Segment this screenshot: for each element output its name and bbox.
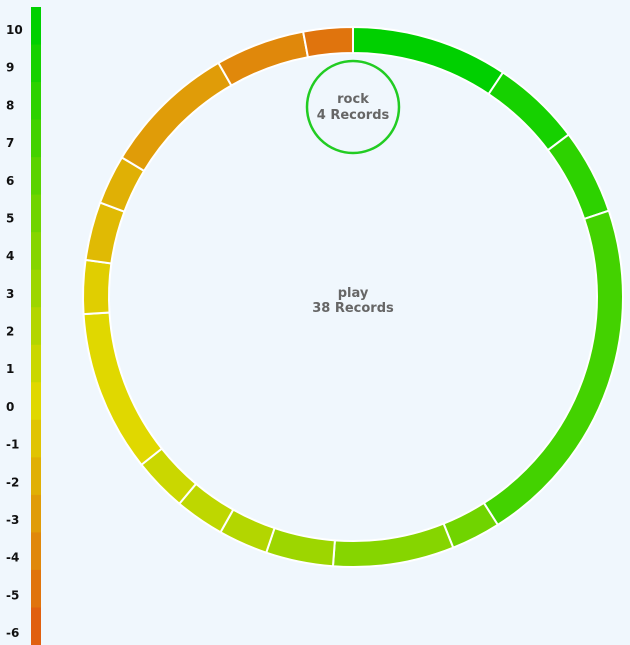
center-name: play bbox=[338, 286, 369, 301]
ring-segment[interactable] bbox=[84, 201, 126, 265]
ring-segment[interactable] bbox=[82, 311, 164, 467]
ring-segment[interactable] bbox=[546, 133, 611, 221]
ring-segment[interactable] bbox=[120, 61, 233, 173]
legend-swatch bbox=[31, 232, 41, 271]
legend-swatch bbox=[31, 494, 41, 534]
legend-tick-label: -2 bbox=[6, 475, 19, 489]
ring-segment[interactable] bbox=[301, 25, 354, 59]
legend-swatch bbox=[31, 607, 41, 645]
ring-segment[interactable] bbox=[487, 71, 571, 152]
ring-segment[interactable] bbox=[352, 25, 505, 96]
legend-tick-label: 3 bbox=[6, 287, 14, 301]
legend-tick-label: 5 bbox=[6, 211, 14, 225]
ring-segment[interactable] bbox=[482, 209, 624, 527]
legend-swatch bbox=[31, 44, 41, 83]
legend-tick-label: -1 bbox=[6, 438, 19, 452]
legend-tick-label: -4 bbox=[6, 551, 19, 565]
legend-swatch bbox=[31, 344, 41, 383]
donut-ring[interactable] bbox=[82, 25, 624, 568]
legend-tick-label: 2 bbox=[6, 325, 14, 339]
legend-tick-label: 7 bbox=[6, 136, 14, 150]
legend-swatch bbox=[31, 532, 41, 571]
legend-tick-label: 10 bbox=[6, 23, 23, 37]
ring-segment[interactable] bbox=[217, 30, 310, 87]
legend-swatch bbox=[31, 269, 41, 308]
legend-swatch bbox=[31, 307, 41, 346]
legend-swatch bbox=[31, 7, 41, 46]
child-node-name: rock bbox=[337, 92, 369, 107]
legend-tick-label: -3 bbox=[6, 513, 19, 527]
ring-segment[interactable] bbox=[82, 258, 113, 316]
color-scale-legend bbox=[31, 7, 41, 645]
ring-segment[interactable] bbox=[331, 522, 455, 568]
legend-tick-label: -6 bbox=[6, 626, 19, 640]
legend-swatch bbox=[31, 194, 41, 233]
legend-swatch bbox=[31, 419, 41, 458]
child-node-circle[interactable] bbox=[305, 59, 401, 155]
legend-tick-label: 1 bbox=[6, 362, 14, 376]
child-node-records: 4 Records bbox=[317, 108, 390, 123]
legend-tick-label: 9 bbox=[6, 61, 14, 75]
legend-tick-label: 4 bbox=[6, 249, 14, 263]
legend-tick-label: 8 bbox=[6, 98, 14, 112]
legend-tick-label: -5 bbox=[6, 588, 19, 602]
legend-tick-label: 0 bbox=[6, 400, 14, 414]
center-records: 38 Records bbox=[312, 301, 394, 316]
legend-tick-label: 6 bbox=[6, 174, 14, 188]
legend-swatch bbox=[31, 382, 41, 421]
legend-swatch bbox=[31, 119, 41, 158]
ring-segment[interactable] bbox=[264, 526, 336, 568]
legend-swatch bbox=[31, 82, 41, 121]
legend-swatch bbox=[31, 157, 41, 196]
legend-swatch bbox=[31, 457, 41, 496]
legend-swatch bbox=[31, 569, 41, 609]
